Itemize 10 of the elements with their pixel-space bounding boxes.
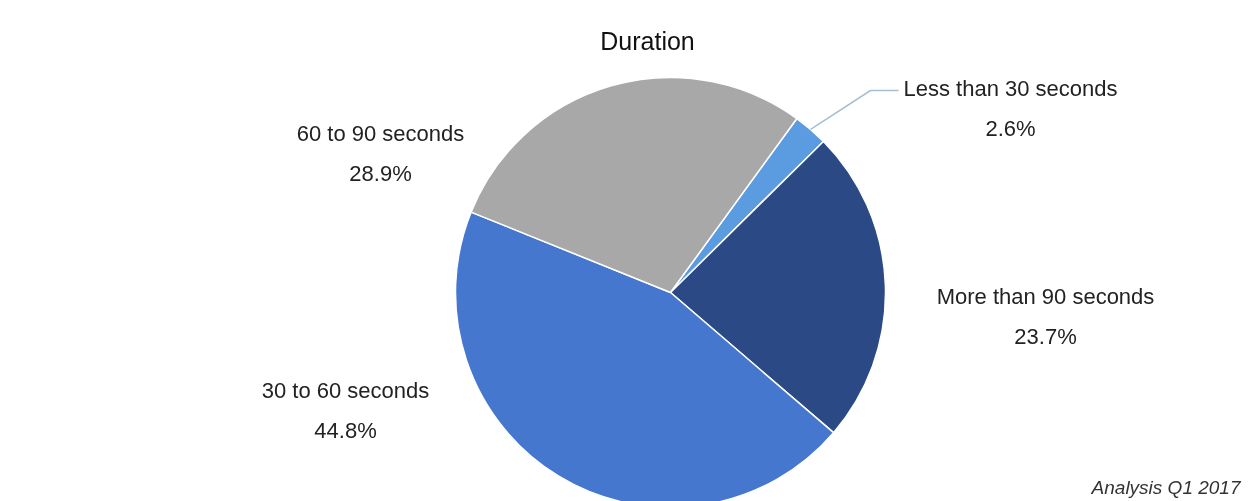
slice-label: 30 to 60 seconds xyxy=(261,378,430,403)
data-label: 23.7% xyxy=(1014,324,1077,349)
text: Analysis Q1 2017 xyxy=(1090,477,1242,498)
slice-label: More than 90 seconds xyxy=(936,284,1155,309)
slice-label: Less than 30 seconds xyxy=(903,76,1118,101)
slice-label: 60 to 90 seconds xyxy=(296,121,465,146)
data-label: 28.9% xyxy=(349,161,412,186)
chart-title: Duration xyxy=(600,26,695,55)
data-label: 2.6% xyxy=(985,116,1036,141)
data-label: 44.8% xyxy=(314,418,377,443)
